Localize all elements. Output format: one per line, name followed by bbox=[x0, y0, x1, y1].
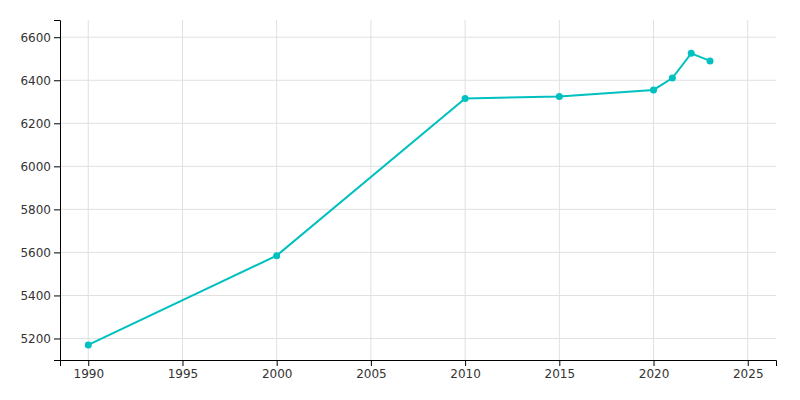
grid-line-x bbox=[182, 20, 183, 360]
y-tick-mark bbox=[54, 209, 60, 210]
x-tick-label: 2015 bbox=[545, 367, 576, 381]
y-tick: 6200 bbox=[20, 117, 60, 131]
y-tick-label: 6000 bbox=[20, 160, 51, 174]
grid-line-x bbox=[88, 20, 89, 360]
x-tick-mark bbox=[182, 360, 183, 366]
x-tick-mark bbox=[559, 360, 560, 366]
y-tick: 6000 bbox=[20, 160, 60, 174]
y-tick-label: 5400 bbox=[20, 289, 51, 303]
y-tick-mark bbox=[54, 37, 60, 38]
line bbox=[88, 53, 710, 345]
x-tick: 1990 bbox=[73, 360, 104, 381]
x-tick: 2005 bbox=[356, 360, 387, 381]
grid-line-y bbox=[60, 338, 776, 339]
x-tick: 2000 bbox=[262, 360, 293, 381]
grid-line-y bbox=[60, 209, 776, 210]
grid-line-x bbox=[559, 20, 560, 360]
x-tick-label: 1995 bbox=[168, 367, 199, 381]
y-tick-mark bbox=[54, 80, 60, 81]
x-tick-label: 1990 bbox=[73, 367, 104, 381]
point bbox=[669, 75, 676, 82]
marks bbox=[85, 50, 714, 349]
y-tick-mark bbox=[54, 123, 60, 124]
x-tick: 1995 bbox=[168, 360, 199, 381]
y-tick-label: 5600 bbox=[20, 246, 51, 260]
grid-line-x bbox=[653, 20, 654, 360]
y-tick: 6400 bbox=[20, 74, 60, 88]
x-tick-mark bbox=[371, 360, 372, 366]
grid-line-y bbox=[60, 252, 776, 253]
y-tick-mark bbox=[54, 252, 60, 253]
grid-line-x bbox=[276, 20, 277, 360]
y-tick: 5200 bbox=[20, 332, 60, 346]
y-tick: 5800 bbox=[20, 203, 60, 217]
y-axis: 5200 5400 5600 5800 6000 6200 6400 6600 bbox=[20, 21, 60, 361]
y-tick-label: 5800 bbox=[20, 203, 51, 217]
x-tick-label: 2000 bbox=[262, 367, 293, 381]
point bbox=[707, 57, 714, 64]
x-tick-mark bbox=[748, 360, 749, 366]
point bbox=[688, 50, 695, 57]
x-tick-label: 2020 bbox=[639, 367, 670, 381]
grid-line-y bbox=[60, 37, 776, 38]
point bbox=[556, 93, 563, 100]
x-axis: 1990 1995 2000 2005 2010 2015 2020 2025 bbox=[61, 360, 777, 381]
x-tick-label: 2025 bbox=[733, 367, 764, 381]
x-tick-mark bbox=[88, 360, 89, 366]
y-tick-mark bbox=[54, 295, 60, 296]
chart-container: 1990 1995 2000 2005 2010 2015 2020 2025 5200 5400… bbox=[0, 0, 800, 400]
y-tick-label: 5200 bbox=[20, 332, 51, 346]
grid-line-y bbox=[60, 295, 776, 296]
x-tick: 2020 bbox=[639, 360, 670, 381]
y-axis-line bbox=[54, 21, 61, 361]
grid-line-y bbox=[60, 123, 776, 124]
x-tick: 2025 bbox=[733, 360, 764, 381]
y-tick: 5400 bbox=[20, 289, 60, 303]
x-tick-label: 2010 bbox=[450, 367, 481, 381]
x-tick-mark bbox=[465, 360, 466, 366]
grid-line-x bbox=[370, 20, 371, 360]
point bbox=[462, 95, 469, 102]
point bbox=[273, 252, 280, 259]
grid-line-y bbox=[60, 166, 776, 167]
x-tick: 2015 bbox=[545, 360, 576, 381]
y-tick-label: 6200 bbox=[20, 117, 51, 131]
y-tick-mark bbox=[54, 166, 60, 167]
plot-area: 1990 1995 2000 2005 2010 2015 2020 2025 5200 5400… bbox=[20, 20, 776, 381]
x-tick-mark bbox=[654, 360, 655, 366]
grid bbox=[60, 20, 776, 360]
x-tick-label: 2005 bbox=[356, 367, 387, 381]
y-tick-mark bbox=[54, 338, 60, 339]
point bbox=[85, 341, 92, 348]
chart-svg: 1990 1995 2000 2005 2010 2015 2020 2025 5200 5400… bbox=[0, 0, 800, 400]
x-tick-mark bbox=[277, 360, 278, 366]
x-axis-line bbox=[61, 361, 777, 367]
grid-line-x bbox=[747, 20, 748, 360]
x-tick: 2010 bbox=[450, 360, 481, 381]
grid-line-x bbox=[465, 20, 466, 360]
y-tick: 6600 bbox=[20, 31, 60, 45]
y-tick-label: 6600 bbox=[20, 31, 51, 45]
y-tick: 5600 bbox=[20, 246, 60, 260]
y-tick-label: 6400 bbox=[20, 74, 51, 88]
point bbox=[650, 86, 657, 93]
